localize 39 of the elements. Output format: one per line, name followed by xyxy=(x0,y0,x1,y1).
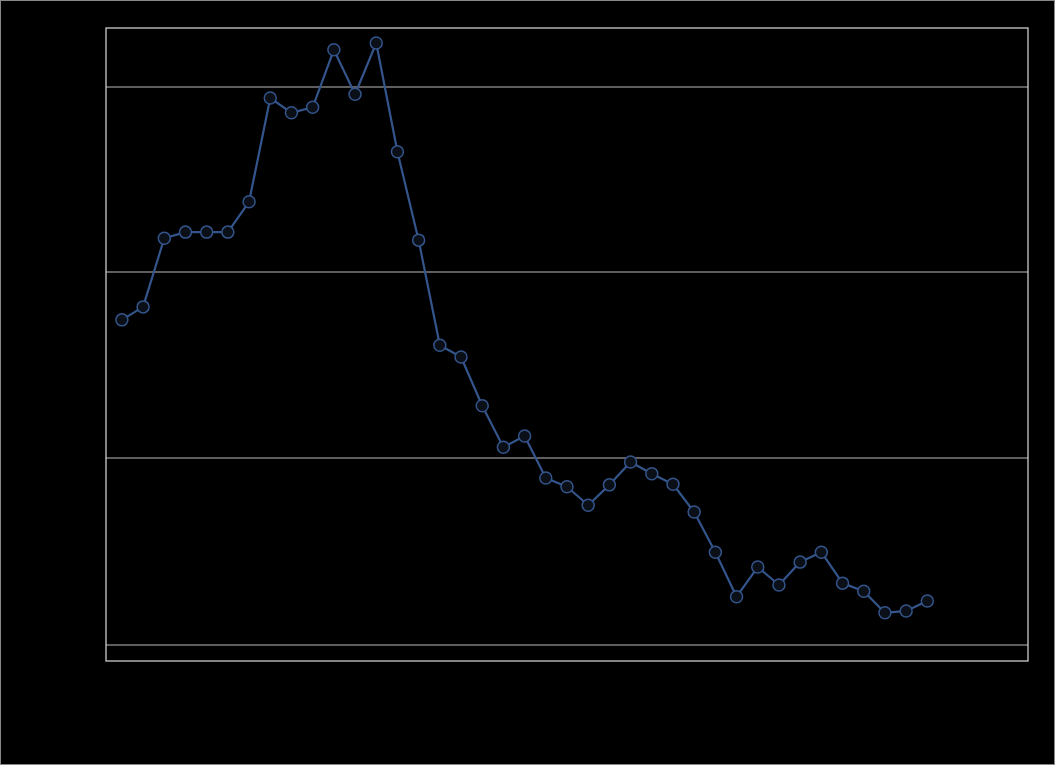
point xyxy=(581,498,595,513)
point xyxy=(178,225,193,239)
point xyxy=(433,338,447,352)
point xyxy=(305,100,320,115)
point xyxy=(751,560,765,574)
point xyxy=(348,87,362,102)
point xyxy=(411,233,426,247)
point xyxy=(242,195,256,209)
point xyxy=(560,479,574,494)
point xyxy=(645,467,659,481)
point xyxy=(793,555,807,569)
point xyxy=(136,300,150,314)
point xyxy=(263,91,278,105)
point xyxy=(199,225,214,239)
point xyxy=(878,606,892,620)
point xyxy=(115,313,129,327)
point xyxy=(623,455,638,469)
point xyxy=(666,477,680,491)
point xyxy=(539,471,553,485)
point xyxy=(284,106,299,120)
point xyxy=(856,584,871,598)
point xyxy=(517,429,532,443)
point xyxy=(602,478,617,492)
point xyxy=(772,578,786,592)
point xyxy=(920,594,935,608)
point xyxy=(814,545,829,559)
point xyxy=(687,505,701,519)
point xyxy=(221,225,235,239)
point xyxy=(369,36,383,50)
point xyxy=(835,576,850,590)
point xyxy=(390,145,405,159)
point xyxy=(708,545,723,559)
point xyxy=(454,350,468,364)
point xyxy=(496,440,511,454)
point xyxy=(157,231,172,246)
point xyxy=(899,604,913,618)
point xyxy=(327,43,341,57)
point xyxy=(475,399,489,413)
point xyxy=(729,589,744,604)
